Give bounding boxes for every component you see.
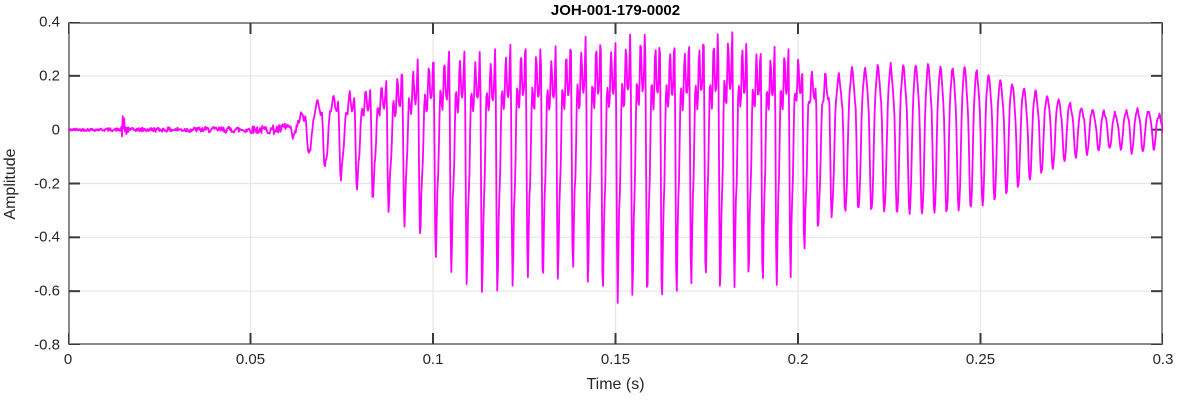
y-tick-label: -0.4: [34, 228, 60, 246]
x-tick-label: 0.3: [1152, 351, 1174, 368]
x-tick-label: 0.25: [965, 351, 996, 368]
y-tick-label: -0.6: [34, 282, 60, 300]
tick-marks: [68, 22, 1163, 345]
x-tick-label: 0.15: [600, 351, 631, 368]
y-tick-label: 0: [51, 121, 60, 139]
x-axis-label: Time (s): [586, 376, 645, 393]
x-tick-label: 0.2: [787, 351, 809, 368]
waveform-trace: [68, 31, 1163, 304]
x-tick-label: 0: [63, 351, 73, 368]
y-tick-label: 0.2: [39, 67, 60, 85]
x-tick-label: 0.05: [235, 351, 266, 368]
y-tick-label: -0.8: [34, 336, 60, 354]
x-tick-label: 0.1: [422, 351, 444, 368]
y-tick-label: 0.4: [39, 13, 60, 31]
chart-title: JOH-001-179-0002: [550, 2, 681, 19]
plot-area: [68, 22, 1163, 345]
y-tick-label: -0.2: [34, 175, 60, 192]
